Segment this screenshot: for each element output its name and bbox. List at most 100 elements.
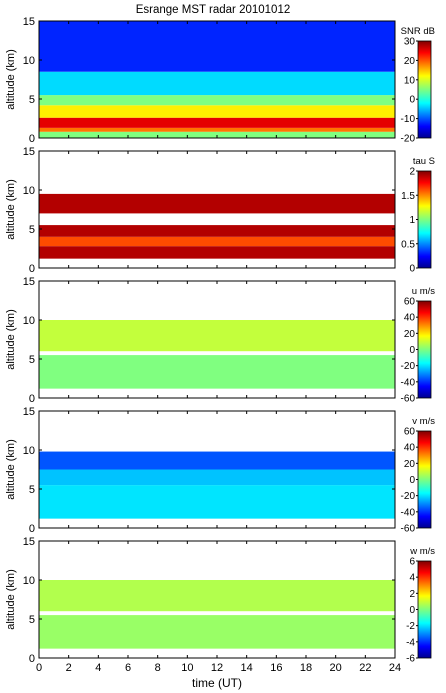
colorbar-label: v m/s [412, 416, 435, 427]
data-layer [39, 469, 395, 486]
colorbar-label: SNR dB [401, 26, 435, 37]
y-tick-label: 15 [23, 146, 35, 158]
colorbar-tick-label: -40 [401, 377, 416, 388]
y-tick-label: 10 [23, 315, 35, 327]
y-axis-label: altitude (km) [5, 179, 17, 240]
y-tick-label: 10 [23, 185, 35, 197]
colorbar-label: w m/s [409, 546, 435, 557]
figure-title: Esrange MST radar 20101012 [136, 4, 291, 16]
colorbar-tick-label: 1.5 [401, 191, 415, 202]
y-tick-label: 0 [29, 393, 35, 405]
colorbar-tick-label: -10 [401, 114, 416, 125]
colorbar-tick-label: 60 [404, 427, 416, 438]
data-layer [39, 485, 395, 519]
data-layer [39, 71, 395, 96]
colorbar-tick-label: 0 [409, 95, 415, 106]
colorbar-tick-label: 0.5 [401, 239, 415, 250]
panel-3: 0 5 10 15 altitude (km) u m/s60 40 20 0 -20 -40 -60 [5, 276, 435, 405]
x-tick-label: 12 [211, 662, 223, 674]
x-tick-label: 2 [66, 662, 72, 674]
y-tick-label: 5 [29, 94, 35, 106]
data-layer [39, 246, 395, 259]
x-tick-label: 0 [36, 662, 42, 674]
colorbar-tick-label: 2 [409, 167, 415, 178]
colorbar [418, 41, 431, 138]
colorbar-tick-label: 0 [409, 475, 415, 486]
data-layer [39, 320, 395, 352]
x-tick-label: 6 [125, 662, 131, 674]
y-tick-label: 5 [29, 224, 35, 236]
data-layer [39, 615, 395, 649]
colorbar-tick-label: -60 [401, 394, 416, 405]
y-tick-label: 15 [23, 406, 35, 418]
colorbar-tick-label: 4 [409, 573, 415, 584]
colorbar-tick-label: 0 [409, 605, 415, 616]
colorbar-tick-label: 0 [409, 345, 415, 356]
data-layer [39, 131, 395, 138]
data-layer [39, 105, 395, 118]
colorbar-label: u m/s [412, 286, 435, 297]
y-tick-label: 10 [23, 575, 35, 587]
y-axis-label: altitude (km) [5, 49, 17, 110]
y-tick-label: 10 [23, 445, 35, 457]
x-tick-label: 24 [389, 662, 401, 674]
y-tick-label: 0 [29, 263, 35, 275]
colorbar-tick-label: -60 [401, 524, 416, 535]
colorbar-tick-label: 30 [404, 37, 416, 48]
colorbar-tick-label: 40 [404, 443, 416, 454]
colorbar [418, 561, 431, 658]
y-tick-label: 5 [29, 614, 35, 626]
y-tick-label: 15 [23, 276, 35, 288]
y-tick-label: 5 [29, 484, 35, 496]
colorbar [418, 171, 431, 268]
data-layer [39, 193, 395, 214]
colorbar-tick-label: 60 [404, 297, 416, 308]
colorbar-tick-label: -40 [401, 507, 416, 518]
colorbar-label: tau S [413, 156, 435, 167]
y-tick-label: 15 [23, 16, 35, 28]
colorbar-tick-label: -2 [406, 621, 415, 632]
x-tick-label: 20 [330, 662, 342, 674]
y-axis-label: altitude (km) [5, 439, 17, 500]
data-layer [39, 95, 395, 106]
colorbar-tick-label: 20 [404, 56, 416, 67]
y-tick-label: 0 [29, 133, 35, 145]
colorbar-tick-label: -20 [401, 134, 416, 145]
data-layer [39, 236, 395, 247]
x-tick-label: 4 [95, 662, 101, 674]
x-axis-label: time (UT) [192, 676, 242, 690]
data-layer [39, 117, 395, 128]
colorbar-frame [417, 40, 432, 139]
x-tick-label: 8 [155, 662, 161, 674]
x-tick-label: 14 [241, 662, 253, 674]
panel-2: 0 5 10 15 altitude (km) tau S2 1.5 1 0.5 0 [5, 146, 435, 275]
x-tick-label: 10 [181, 662, 193, 674]
y-tick-label: 10 [23, 55, 35, 67]
colorbar-tick-label: -20 [401, 361, 416, 372]
panel-4: 0 5 10 15 altitude (km) v m/s60 40 20 0 -20 -40 -60 [5, 406, 435, 535]
colorbar-tick-label: 40 [404, 313, 416, 324]
x-tick-label: 22 [359, 662, 371, 674]
colorbar-tick-label: 6 [409, 557, 415, 568]
data-layer [39, 580, 395, 612]
colorbar-tick-label: 2 [409, 589, 415, 600]
colorbar-tick-label: -20 [401, 491, 416, 502]
y-tick-label: 15 [23, 536, 35, 548]
colorbar-tick-label: 1 [409, 215, 415, 226]
y-tick-label: 5 [29, 354, 35, 366]
x-tick-label: 18 [300, 662, 312, 674]
colorbar [418, 301, 431, 398]
x-tick-label: 16 [270, 662, 282, 674]
colorbar-tick-label: 20 [404, 459, 416, 470]
y-tick-label: 0 [29, 523, 35, 535]
colorbar-tick-label: 20 [404, 329, 416, 340]
colorbar-tick-label: -6 [406, 654, 415, 665]
colorbar [418, 431, 431, 528]
colorbar-tick-label: 10 [404, 75, 416, 86]
data-layer [39, 451, 395, 470]
data-layer [39, 21, 395, 72]
